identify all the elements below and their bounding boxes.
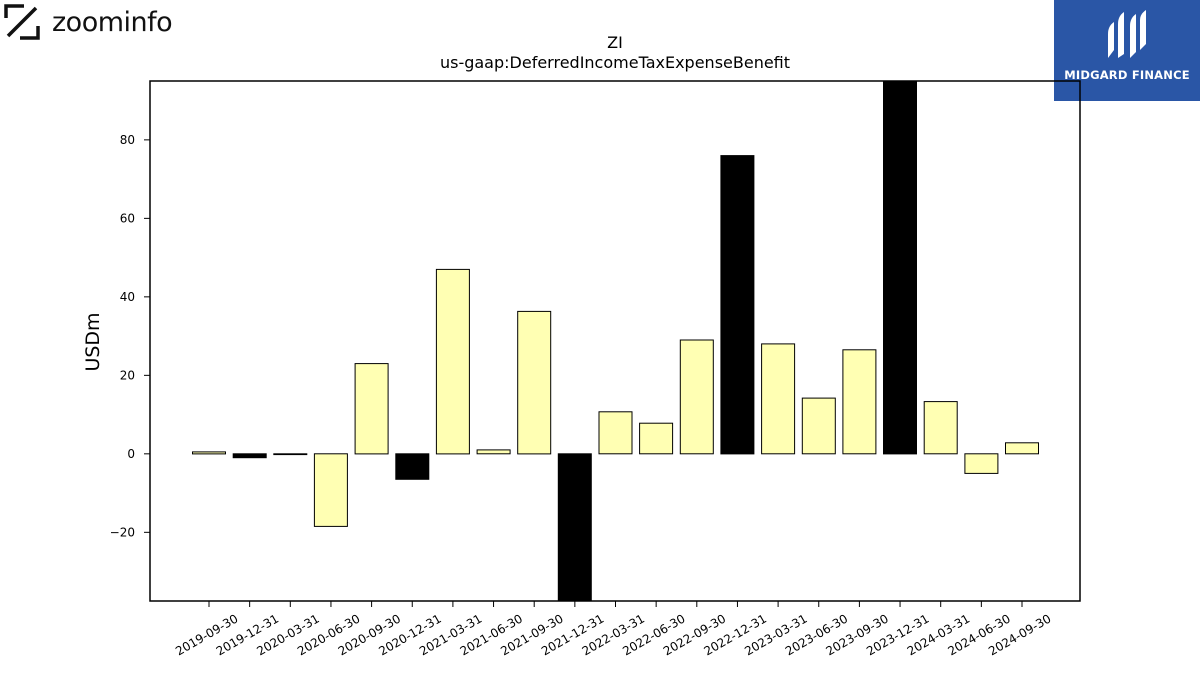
- y-tick-label: −20: [110, 525, 135, 539]
- bars-group: [192, 81, 1039, 601]
- bar-2019-09-30: [192, 451, 226, 455]
- chart-subtitle: us-gaap:DeferredIncomeTaxExpenseBenefit: [440, 53, 790, 72]
- x-axis-ticks: 2019-09-302019-12-312020-03-312020-06-30…: [173, 601, 1054, 658]
- bar-2023-09-30: [842, 349, 877, 455]
- bar-2022-12-31: [720, 155, 755, 455]
- bar-2024-06-30: [964, 453, 999, 474]
- zoominfo-wordmark: zoominfo: [52, 6, 173, 38]
- bar-2020-12-31: [395, 453, 430, 480]
- bar-2024-03-31: [923, 401, 958, 455]
- bar-2020-03-31: [273, 453, 308, 456]
- zoominfo-mark-icon: [4, 4, 40, 40]
- bar-2021-03-31: [435, 268, 470, 455]
- y-axis-title: USDm: [82, 312, 104, 371]
- y-tick-label: 0: [127, 447, 135, 461]
- bar-2023-03-31: [761, 343, 796, 455]
- bar-2021-06-30: [476, 449, 511, 455]
- bar-2020-06-30: [313, 453, 348, 527]
- bar-2023-12-31: [883, 81, 917, 455]
- bar-2023-06-30: [801, 397, 836, 455]
- bar-2024-09-30: [1005, 442, 1039, 455]
- y-tick-label: 20: [120, 368, 135, 382]
- bar-2022-03-31: [598, 411, 633, 455]
- midgard-finance-wordmark: MIDGARD FINANCE: [1064, 68, 1190, 82]
- y-tick-label: 80: [120, 133, 135, 147]
- plot-frame: [149, 80, 1081, 602]
- bar-2022-09-30: [679, 339, 714, 455]
- bar-2021-12-31: [557, 453, 592, 601]
- y-axis-ticks: −20 0 20 40 60 80: [110, 133, 150, 539]
- bar-2022-06-30: [639, 422, 674, 455]
- y-tick-label: 60: [120, 211, 135, 225]
- chart-title: ZI: [607, 33, 623, 52]
- midgard-finance-mark-icon: [1108, 10, 1146, 58]
- bar-2019-12-31: [232, 453, 267, 459]
- y-tick-label: 40: [120, 290, 135, 304]
- bar-2020-09-30: [354, 363, 389, 455]
- bar-2021-09-30: [517, 310, 552, 455]
- midgard-finance-logo: MIDGARD FINANCE: [1054, 0, 1200, 101]
- zoominfo-logo: zoominfo: [4, 4, 173, 40]
